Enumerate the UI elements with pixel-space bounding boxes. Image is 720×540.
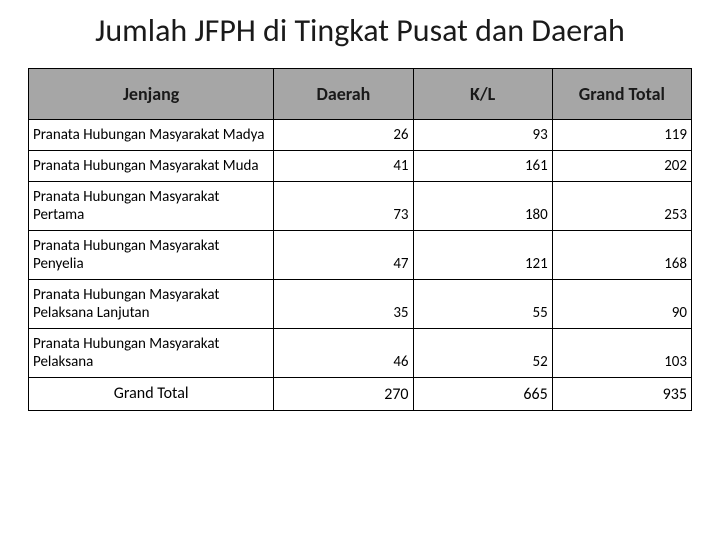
cell-total: 168	[552, 231, 691, 280]
table-row: Pranata Hubungan Masyarakat Penyelia 47 …	[29, 231, 692, 280]
table-row: Pranata Hubungan Masyarakat Pelaksana 46…	[29, 329, 692, 378]
row-label: Pranata Hubungan Masyarakat Pertama	[29, 182, 274, 231]
grand-total-row: Grand Total 270 665 935	[29, 378, 692, 410]
cell-kl: 180	[413, 182, 552, 231]
cell-total: 90	[552, 280, 691, 329]
cell-kl: 93	[413, 120, 552, 151]
jfph-table: Jenjang Daerah K/L Grand Total Pranata H…	[28, 68, 692, 410]
row-label: Pranata Hubungan Masyarakat Penyelia	[29, 231, 274, 280]
cell-total: 202	[552, 151, 691, 182]
cell-kl: 52	[413, 329, 552, 378]
col-grand-total: Grand Total	[552, 69, 691, 120]
row-label: Pranata Hubungan Masyarakat Madya	[29, 120, 274, 151]
table-row: Pranata Hubungan Masyarakat Muda 41 161 …	[29, 151, 692, 182]
cell-total: 253	[552, 182, 691, 231]
col-kl: K/L	[413, 69, 552, 120]
cell-daerah: 47	[274, 231, 413, 280]
slide-title: Jumlah JFPH di Tingkat Pusat dan Daerah	[28, 12, 692, 50]
cell-kl: 161	[413, 151, 552, 182]
cell-total: 119	[552, 120, 691, 151]
col-daerah: Daerah	[274, 69, 413, 120]
cell-kl: 121	[413, 231, 552, 280]
cell-daerah: 46	[274, 329, 413, 378]
table-header-row: Jenjang Daerah K/L Grand Total	[29, 69, 692, 120]
cell-total: 103	[552, 329, 691, 378]
row-label: Pranata Hubungan Masyarakat Muda	[29, 151, 274, 182]
table-row: Pranata Hubungan Masyarakat Madya 26 93 …	[29, 120, 692, 151]
grand-total: 935	[552, 378, 691, 410]
table-row: Pranata Hubungan Masyarakat Pelaksana La…	[29, 280, 692, 329]
cell-daerah: 73	[274, 182, 413, 231]
cell-daerah: 41	[274, 151, 413, 182]
grand-daerah: 270	[274, 378, 413, 410]
cell-daerah: 35	[274, 280, 413, 329]
col-jenjang: Jenjang	[29, 69, 274, 120]
grand-kl: 665	[413, 378, 552, 410]
grand-total-label: Grand Total	[29, 378, 274, 410]
cell-daerah: 26	[274, 120, 413, 151]
cell-kl: 55	[413, 280, 552, 329]
table-row: Pranata Hubungan Masyarakat Pertama 73 1…	[29, 182, 692, 231]
row-label: Pranata Hubungan Masyarakat Pelaksana La…	[29, 280, 274, 329]
row-label: Pranata Hubungan Masyarakat Pelaksana	[29, 329, 274, 378]
